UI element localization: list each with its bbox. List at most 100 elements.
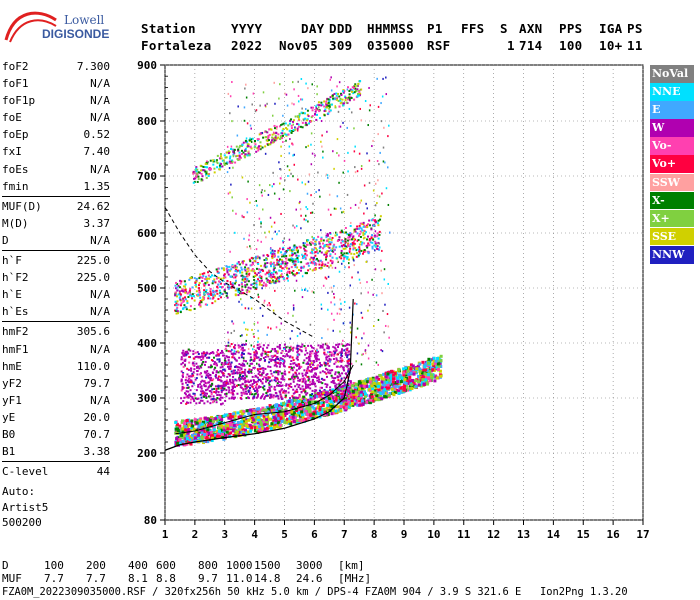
echo-point [350,396,353,399]
echo-point [253,260,256,263]
echo-point [354,83,357,86]
echo-point [292,411,296,415]
echo-point [317,376,320,379]
echo-point [314,375,317,378]
echo-point [367,251,370,254]
echo-point [233,396,236,399]
echo-point [278,365,281,368]
echo-point [189,442,193,446]
echo-point [276,258,279,261]
echo-point [310,405,314,409]
echo-point [180,380,183,383]
echo-point [340,252,343,255]
echo-point [193,368,196,371]
echo-point [331,94,334,97]
echo-point [312,395,315,398]
param-row: MUF(D) 24.62 [2,198,110,215]
echo-point [425,382,429,386]
echo-point [261,406,265,410]
echo-point [300,413,304,417]
param-row: M(D) 3.37 [2,215,110,232]
echo-point [326,412,330,416]
echo-point [298,394,301,397]
echo-point [383,384,387,388]
echo-point [266,424,270,428]
echo-point [289,249,292,252]
echo-point [239,373,242,376]
echo-point [189,381,192,384]
echo-point [437,364,441,368]
echo-point [272,419,276,423]
echo-point [185,353,188,356]
echo-point [374,230,377,233]
echo-point [352,395,356,399]
echo-point [249,392,252,395]
echo-point [224,363,227,366]
echo-point [233,152,236,155]
echo-point [297,379,300,382]
echo-point [332,250,335,253]
echo-point [269,262,272,265]
echo-point [193,180,196,183]
echo-point [300,410,304,414]
echo-point [370,228,373,231]
echo-point [265,284,268,287]
echo-point [270,379,273,382]
echo-point [316,252,319,255]
echo-point [256,426,260,430]
echo-point [178,290,181,293]
echo-point [271,253,274,256]
echo-point [304,383,307,386]
echo-point [297,115,300,118]
echo-point [383,395,387,399]
echo-point [237,294,240,297]
echo-point [223,380,226,383]
echo-point [350,396,354,400]
echo-point [206,428,210,432]
echo-point [312,412,316,416]
echo-point [256,415,260,419]
echo-point [342,243,345,246]
echo-point [358,89,361,92]
echo-point [303,242,306,245]
echo-point [185,437,189,441]
param-row: h`F 225.0 [2,252,110,269]
echo-point [275,278,278,281]
echo-point [294,273,297,276]
echo-point [174,292,177,295]
echo-point [217,371,220,374]
echo-point [281,415,285,419]
echo-point [249,287,252,290]
echo-point [373,219,376,222]
echo-point [283,402,287,406]
echo-point [301,408,305,412]
echo-point [368,380,372,384]
param-name: h`F2 [2,271,29,285]
echo-point [314,396,317,399]
echo-point [367,400,371,404]
echo-point [218,397,221,400]
echo-point [391,377,395,381]
echo-point [225,294,228,297]
echo-point [186,367,189,370]
echo-point [355,255,358,258]
echo-point [285,262,288,265]
param-value: 225.0 [76,271,110,285]
echo-point [266,354,269,357]
echo-point [290,124,293,127]
echo-point [206,356,209,359]
echo-point [336,405,340,409]
echo-point [255,286,258,289]
echo-point [245,409,249,413]
echo-point [192,362,195,365]
echo-point [215,371,218,374]
echo-point [353,393,357,397]
echo-point [213,368,216,371]
echo-point [306,352,309,355]
echo-point [226,271,229,274]
echo-point [271,275,274,278]
echo-point [338,384,341,387]
echo-point [364,250,367,253]
echo-point [419,379,423,383]
echo-point [399,380,403,384]
